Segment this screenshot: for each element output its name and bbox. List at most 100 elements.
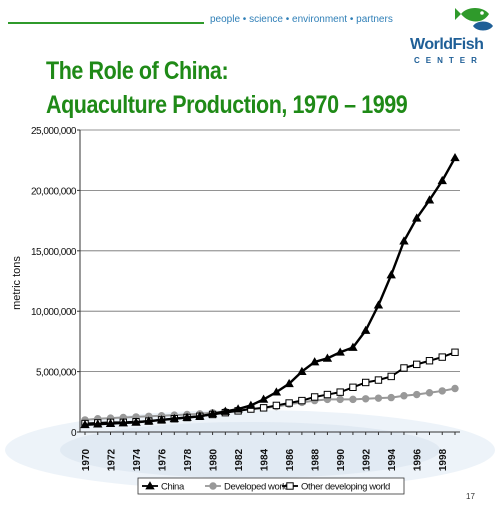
page-title: The Role of China: Aquaculture Productio…	[46, 54, 408, 122]
y-tick-label: 25,000,000	[31, 126, 77, 137]
data-point-triangle	[373, 300, 384, 309]
y-tick-label: 20,000,000	[31, 186, 77, 197]
data-point-triangle	[322, 353, 333, 362]
data-point-triangle	[195, 411, 205, 420]
x-tick-label: 1996	[413, 448, 424, 471]
x-tick-label: 1988	[311, 448, 322, 471]
data-point-square	[387, 372, 395, 381]
data-point-triangle	[424, 195, 435, 204]
data-point-triangle	[246, 400, 256, 409]
series-line	[84, 157, 457, 426]
data-point-circle	[349, 395, 357, 404]
worldfish-fish-icon	[455, 8, 493, 31]
data-point-circle	[438, 387, 446, 395]
y-tick-labels: 0 5,000,000 10,000,000 15,000,000 20,000,000…	[31, 126, 80, 439]
data-point-square	[310, 393, 319, 401]
data-point-triangle	[399, 236, 409, 245]
data-point-square	[323, 390, 332, 399]
x-tick-label: 1978	[183, 448, 194, 471]
data-point-circle	[400, 392, 408, 400]
data-point-triangle	[386, 270, 396, 279]
data-point-circle	[387, 393, 395, 402]
data-point-square	[400, 364, 408, 372]
data-point-triangle	[412, 213, 422, 222]
data-point-circle	[336, 395, 344, 404]
data-point-circle	[209, 482, 217, 490]
y-axis-label: metric tons	[11, 256, 23, 310]
data-point-triangle	[156, 415, 167, 424]
data-point-square	[438, 353, 446, 361]
x-tick-label: 1992	[362, 448, 373, 471]
data-point-triangle	[80, 419, 90, 429]
data-point-triangle	[207, 409, 218, 418]
data-point-square	[298, 396, 306, 405]
legend-label: China	[161, 482, 185, 493]
logo-subtitle: CENTER	[414, 56, 483, 65]
data-point-triangle	[271, 387, 282, 396]
legend: China Developed world Other developing wor…	[137, 477, 405, 495]
x-tick-label: 1994	[387, 448, 398, 471]
globe-band	[60, 422, 440, 478]
title-line-1: The Role of China:	[46, 57, 229, 85]
y-tick-label: 0	[71, 428, 77, 439]
data-point-square	[451, 348, 459, 356]
data-point-triangle	[169, 413, 179, 423]
data-point-triangle	[233, 404, 243, 413]
y-tick-label: 15,000,000	[31, 247, 77, 258]
data-point-triangle	[105, 418, 116, 427]
data-point-triangle	[284, 378, 294, 388]
data-point-square	[272, 401, 281, 410]
axes	[79, 130, 460, 433]
y-tick-label: 5,000,000	[36, 368, 77, 379]
data-point-triangle	[118, 418, 128, 427]
x-tick-label: 1984	[260, 448, 271, 471]
legend-label: Other developing world	[301, 482, 390, 493]
data-point-square	[413, 360, 421, 369]
data-point-circle	[361, 395, 370, 403]
x-tick-label: 1970	[81, 448, 92, 471]
series-china	[80, 152, 460, 429]
data-point-triangle	[450, 152, 460, 162]
data-point-square	[361, 378, 370, 387]
data-point-circle	[425, 389, 434, 397]
x-tick-labels: 1970 1972 1974 1976 1978 1980 1982 1984 1986 1988…	[81, 432, 456, 471]
data-point-square	[349, 383, 357, 392]
x-tick-label: 1972	[107, 448, 118, 471]
data-point-triangle	[93, 419, 103, 428]
data-point-triangle	[220, 406, 231, 415]
tagline: people • science • environment • partner…	[210, 14, 393, 25]
header-rule	[8, 22, 204, 24]
data-point-circle	[413, 390, 421, 399]
data-point-square	[286, 482, 294, 490]
y-tick-label: 10,000,000	[31, 307, 77, 318]
gridlines	[80, 129, 460, 373]
x-tick-label: 1998	[438, 448, 449, 471]
title-line-2: Aquaculture Production, 1970 – 1999	[46, 91, 408, 119]
data-point-triangle	[144, 416, 154, 425]
data-point-triangle	[182, 412, 192, 421]
globe-watermark	[5, 410, 495, 490]
data-point-triangle	[335, 347, 345, 356]
data-point-triangle	[348, 342, 358, 351]
x-tick-label: 1980	[209, 448, 220, 471]
data-point-triangle	[309, 357, 320, 366]
legend-label: Developed world	[224, 482, 289, 493]
data-point-circle	[451, 384, 459, 393]
x-tick-label: 1982	[234, 448, 245, 471]
data-point-triangle	[258, 394, 269, 403]
data-point-triangle	[131, 417, 141, 426]
legend-box	[137, 477, 405, 495]
data-point-square	[336, 388, 344, 396]
x-tick-label: 1986	[285, 448, 296, 471]
data-point-square	[285, 399, 293, 407]
data-point-triangle	[361, 325, 371, 334]
x-tick-label: 1990	[336, 448, 347, 471]
data-point-triangle	[437, 175, 447, 185]
data-point-square	[259, 404, 268, 412]
x-tick-label: 1974	[132, 448, 143, 471]
series-lines	[80, 152, 460, 429]
x-tick-label: 1976	[158, 448, 169, 471]
data-point-square	[374, 376, 383, 384]
data-point-square	[425, 357, 434, 365]
